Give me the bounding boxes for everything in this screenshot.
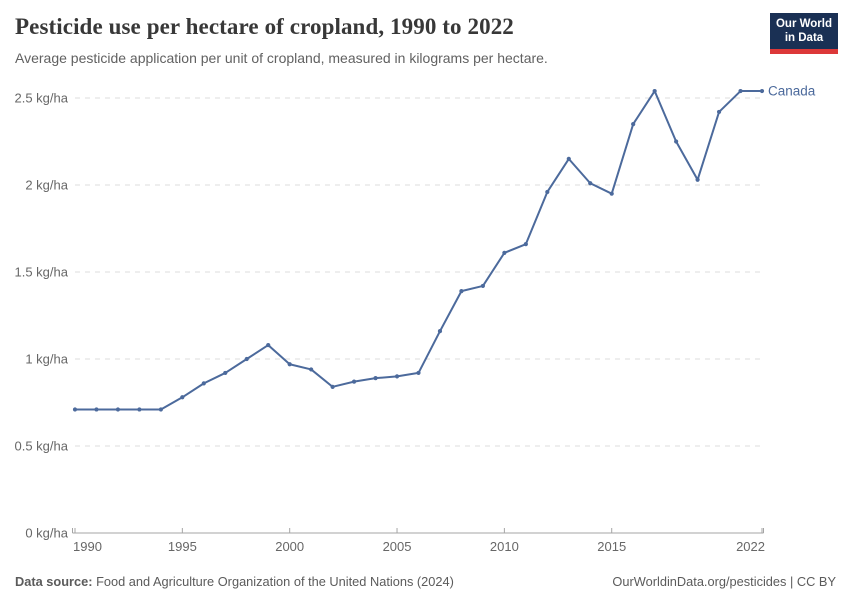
- data-point: [545, 189, 550, 195]
- x-axis-tick-label: 2015: [597, 539, 626, 554]
- y-axis-tick-label: 2.5 kg/ha: [15, 91, 69, 106]
- data-point: [437, 329, 443, 334]
- data-point: [631, 122, 636, 127]
- y-axis-tick-label: 1.5 kg/ha: [15, 265, 69, 280]
- data-point: [416, 370, 421, 376]
- data-point: [394, 374, 400, 379]
- data-point: [502, 250, 507, 255]
- data-point: [738, 88, 743, 94]
- series-end-label: Canada: [768, 84, 816, 99]
- x-axis-tick-label: 2022: [736, 539, 765, 554]
- data-point: [588, 181, 593, 186]
- data-point: [158, 407, 163, 412]
- data-source-label: Data source:: [15, 574, 93, 589]
- data-point: [716, 109, 722, 115]
- data-point: [480, 283, 486, 289]
- data-point: [72, 407, 78, 412]
- logo-line-1: Our World: [775, 18, 832, 30]
- chart-footer: Data source: Food and Agriculture Organi…: [15, 574, 836, 589]
- owid-logo: Our World in Data: [770, 13, 838, 54]
- data-point: [180, 395, 185, 400]
- logo-line-2: in Data: [784, 31, 824, 44]
- data-point: [266, 342, 271, 348]
- x-axis-tick-label: 2010: [490, 539, 519, 554]
- x-axis-tick-label: 2005: [383, 539, 412, 554]
- chart-title: Pesticide use per hectare of cropland, 1…: [15, 14, 514, 39]
- data-point: [330, 384, 335, 389]
- data-point: [652, 88, 657, 94]
- y-axis-tick-label: 0 kg/ha: [25, 526, 68, 541]
- x-axis-tick-label: 1995: [168, 539, 197, 554]
- data-point: [137, 407, 142, 412]
- data-point: [674, 139, 679, 144]
- data-point: [309, 367, 314, 372]
- y-axis-tick-label: 2 kg/ha: [25, 178, 68, 193]
- x-axis-tick-label: 1990: [73, 539, 102, 554]
- data-point: [223, 370, 228, 376]
- data-point: [244, 356, 249, 362]
- data-point: [695, 177, 700, 182]
- series-line: [74, 90, 763, 411]
- chart-subtitle: Average pesticide application per unit o…: [15, 50, 548, 66]
- data-point: [523, 242, 528, 247]
- data-source: Data source: Food and Agriculture Organi…: [15, 574, 454, 589]
- x-axis-tick-label: 2000: [275, 539, 304, 554]
- data-point: [201, 381, 206, 386]
- data-point: [759, 88, 765, 94]
- credit-text: OurWorldinData.org/pesticides | CC BY: [612, 574, 836, 589]
- data-point: [115, 407, 121, 412]
- data-point: [94, 407, 99, 412]
- y-axis-tick-label: 0.5 kg/ha: [15, 439, 69, 454]
- data-point: [373, 376, 378, 381]
- data-point: [566, 156, 571, 161]
- data-point: [287, 362, 292, 367]
- data-point: [609, 191, 614, 196]
- y-axis-tick-label: 1 kg/ha: [25, 352, 68, 367]
- data-source-text: Food and Agriculture Organization of the…: [92, 574, 454, 589]
- data-point: [351, 379, 357, 384]
- data-point: [459, 289, 464, 294]
